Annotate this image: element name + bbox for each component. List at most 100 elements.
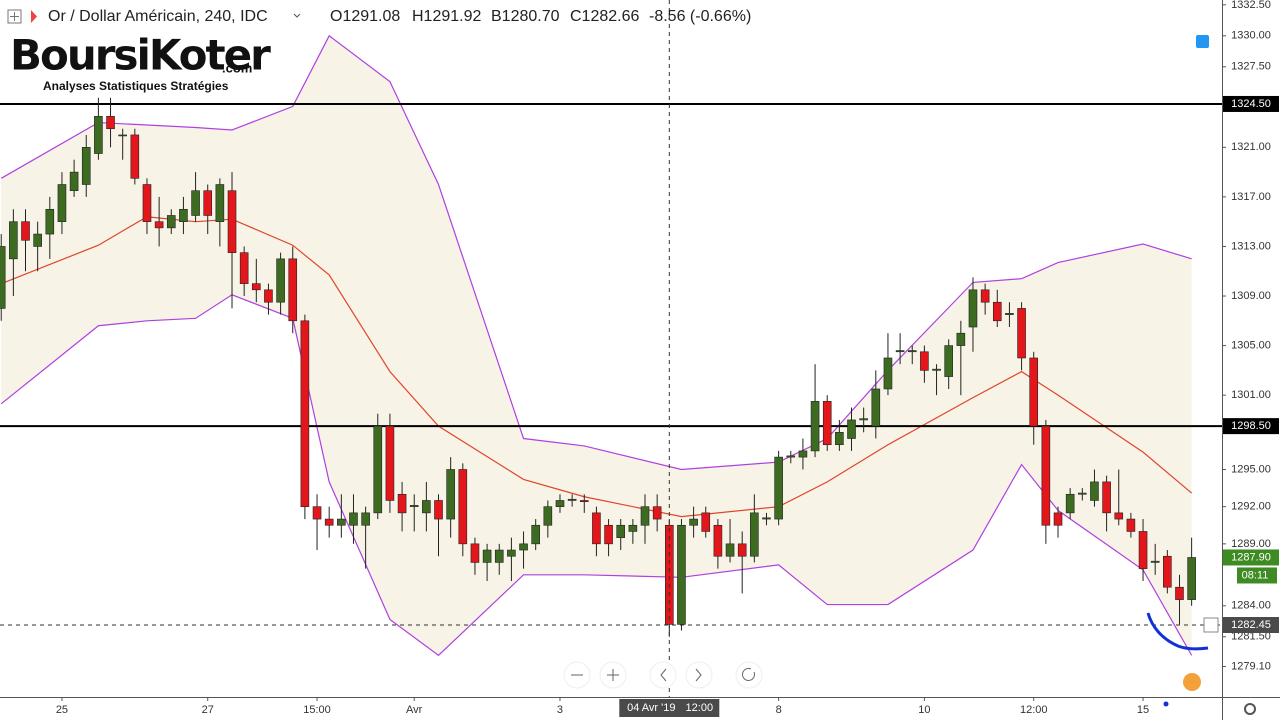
candle-body: [227, 190, 237, 253]
candle-body: [57, 184, 67, 222]
candle-body: [798, 450, 808, 458]
candle-body: [543, 506, 553, 526]
y-tick-label: 1292.00: [1231, 501, 1271, 513]
y-tick-label: 1281.50: [1231, 631, 1271, 643]
candle-body: [579, 500, 589, 503]
candle-body: [859, 418, 868, 421]
candle-body: [300, 320, 310, 507]
candle-body: [871, 388, 881, 427]
candle-body: [349, 512, 358, 526]
ohlc-readout: O1291.08 H1291.92 B1280.70 C1282.66 -8.56 (-…: [330, 8, 751, 25]
price-line-label: 1324.50: [1231, 98, 1271, 110]
candle-body: [94, 116, 103, 154]
logo-name: BoursiKoter: [10, 31, 271, 80]
candle-body: [628, 524, 638, 532]
candle-body: [312, 506, 322, 520]
candle-body: [1029, 357, 1039, 427]
candle-body: [992, 301, 1002, 322]
scroll-right-icon: [695, 668, 702, 682]
candle-body: [895, 350, 905, 353]
x-tick-label: 15: [1137, 704, 1149, 716]
band-fill: [1, 35, 1192, 656]
readout-value: H1291.92: [412, 8, 481, 25]
candle-body: [1005, 313, 1014, 315]
candle-body: [1126, 518, 1136, 532]
candle-body: [1102, 481, 1111, 514]
candle-body: [482, 549, 492, 563]
candle-body: [920, 351, 929, 371]
candle-body: [1187, 557, 1196, 600]
candle-body: [519, 543, 528, 551]
y-tick-label: 1327.50: [1231, 61, 1271, 73]
candle-body: [142, 184, 152, 222]
candle-body: [507, 549, 516, 557]
logo-suffix: .com: [222, 60, 252, 75]
candle-body: [215, 184, 225, 222]
candle-body: [385, 425, 395, 501]
candle-body: [640, 506, 650, 526]
x-tick-label: 25: [56, 704, 68, 716]
candle-body: [288, 258, 298, 322]
candle-body: [494, 549, 504, 563]
last-price-label: 1287.90: [1231, 551, 1271, 563]
y-tick-label: 1301.00: [1231, 389, 1271, 401]
price-line-label-bg: [1223, 418, 1279, 435]
candle-body: [361, 512, 370, 526]
plot-area: [0, 0, 1222, 697]
x-tick-label: 3: [557, 704, 563, 716]
y-tick-label: 1305.00: [1231, 339, 1271, 351]
candle-body: [847, 419, 856, 439]
x-tick-label: 10: [918, 704, 930, 716]
settings-icon[interactable]: [1244, 703, 1256, 715]
candle-body: [458, 469, 468, 545]
band-line: [0, 216, 1193, 518]
candle-body: [33, 233, 42, 247]
crosshair-price-label: 1282.45: [1231, 619, 1271, 631]
candle-body: [130, 134, 140, 179]
candle-body: [1078, 492, 1087, 495]
price-line-label: 1298.50: [1231, 420, 1271, 432]
y-tick-label: 1284.00: [1231, 600, 1271, 612]
candle-body: [713, 524, 723, 557]
scroll-to-latest[interactable]: [1196, 35, 1209, 48]
x-tick-label: 12:00: [1020, 704, 1048, 716]
candle-body: [968, 289, 978, 328]
crosshair-date-label: 04 Avr '19: [627, 702, 675, 714]
symbol-dropdown[interactable]: [293, 13, 301, 18]
readout-value: C1282.66: [570, 8, 639, 25]
candle-body: [118, 134, 127, 137]
candle-body: [1053, 512, 1063, 526]
y-tick-label: 1330.00: [1231, 30, 1271, 42]
candle-body: [191, 190, 200, 216]
annotation-dot: [1163, 701, 1169, 707]
candle-body: [531, 524, 540, 545]
x-tick-label: 8: [776, 704, 782, 716]
candle-body: [1114, 512, 1124, 520]
y-tick-label: 1279.10: [1231, 660, 1271, 672]
candle-body: [9, 221, 18, 260]
flag-icon[interactable]: [1183, 673, 1201, 691]
candle-body: [397, 493, 407, 514]
candle-body: [373, 425, 383, 514]
scroll-left-button[interactable]: [649, 661, 677, 689]
candle-body: [21, 221, 30, 241]
last-price-bg: [1223, 549, 1279, 566]
symbol-title[interactable]: Or / Dollar Américain, 240, IDC: [48, 8, 268, 25]
candle-body: [166, 215, 176, 229]
scroll-right-button[interactable]: [685, 661, 713, 689]
y-tick-label: 1313.00: [1231, 240, 1271, 252]
candle-body: [0, 246, 6, 309]
candle-body: [725, 543, 735, 557]
candle-body: [774, 456, 783, 520]
reset-button[interactable]: [735, 661, 763, 689]
candle-body: [980, 289, 990, 303]
expand-icon[interactable]: [7, 9, 22, 24]
candle-body: [239, 252, 249, 284]
candle-body: [786, 455, 796, 458]
candle-body: [932, 368, 941, 371]
candle-body: [604, 524, 613, 545]
expand-icon-plus: [10, 12, 19, 21]
candle-body: [1065, 493, 1075, 514]
candle-body: [446, 469, 455, 520]
